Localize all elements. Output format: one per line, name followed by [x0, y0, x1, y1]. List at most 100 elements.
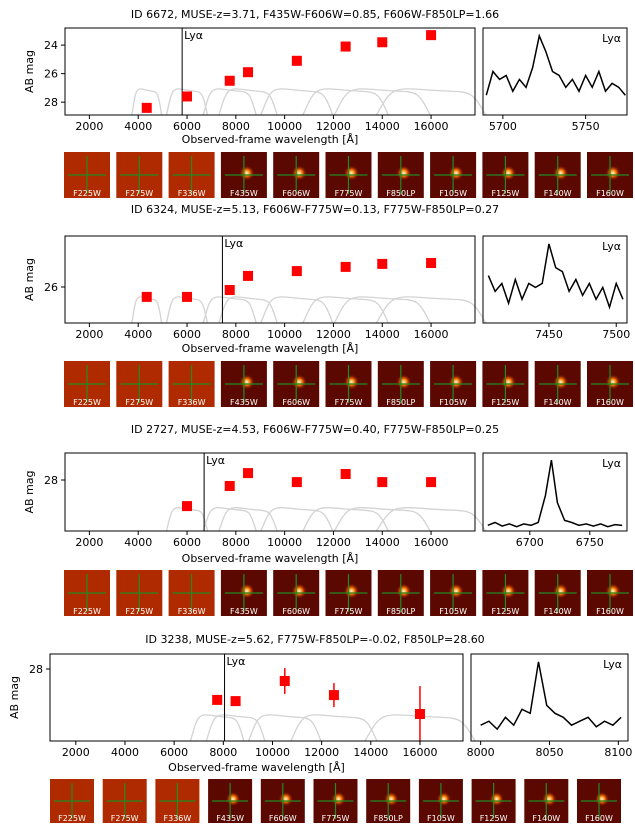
thumb-label: F850LP — [386, 189, 415, 198]
y-tick-label: 26 — [44, 281, 58, 294]
sed-point — [340, 261, 351, 272]
thumb-label: F125W — [492, 189, 520, 198]
filter-curve — [375, 88, 487, 116]
x-tick-label: 8100 — [604, 746, 632, 759]
thumbnail-source — [500, 165, 517, 181]
sed-point — [426, 477, 437, 488]
thumb-label: F105W — [439, 607, 467, 616]
thumbnail-source — [331, 791, 346, 807]
filter-curve — [218, 296, 278, 324]
x-tick-label: 6000 — [173, 120, 201, 133]
y-tick-label: 26 — [44, 68, 58, 81]
x-tick-label: 10000 — [255, 746, 290, 759]
thumb-label: F140W — [544, 607, 572, 616]
sed-point — [212, 694, 223, 705]
x-tick-label: 7450 — [535, 328, 563, 341]
thumbnail-source — [448, 583, 464, 599]
thumb-label: F225W — [58, 814, 86, 823]
thumbnail-source — [239, 374, 255, 390]
thumb-label: F850LP — [386, 607, 415, 616]
filter-curve — [302, 88, 389, 116]
thumb-label: F775W — [335, 607, 363, 616]
x-tick-label: 14000 — [365, 328, 400, 341]
y-axis-label: AB mag — [23, 50, 36, 93]
filter-curve — [375, 507, 487, 532]
filter-curve — [202, 507, 257, 532]
thumb-label: F225W — [73, 189, 101, 198]
thumb-label: F225W — [73, 398, 101, 407]
x-tick-label: 2000 — [62, 746, 90, 759]
filter-curve — [189, 714, 245, 742]
plot-frame — [64, 27, 476, 116]
y-axis-label: AB mag — [23, 470, 36, 513]
thumb-label: F336W — [178, 398, 206, 407]
filter-curve — [202, 88, 257, 116]
x-tick-label: 12000 — [316, 120, 351, 133]
plot-frame — [482, 235, 628, 324]
thumb-label: F606W — [269, 814, 297, 823]
thumbnail-source — [605, 374, 621, 390]
x-tick-label: 10000 — [267, 328, 302, 341]
filter-curve — [375, 296, 487, 324]
sed-point — [377, 37, 388, 48]
x-tick-label: 8000 — [222, 120, 250, 133]
plot-frame — [64, 452, 476, 532]
thumb-label: F105W — [439, 398, 467, 407]
y-axis-label: AB mag — [8, 676, 21, 719]
lya-label: Lyα — [227, 655, 246, 668]
x-tick-label: 16000 — [414, 120, 449, 133]
sed-point — [426, 30, 437, 41]
filter-curve — [205, 714, 266, 742]
sed-point — [279, 676, 290, 686]
spectrum-line — [480, 661, 622, 731]
sed-point — [182, 91, 193, 102]
x-tick-label: 4000 — [111, 746, 139, 759]
x-axis-label: Observed-frame wavelength [Å] — [182, 342, 359, 355]
lya-label: Lyα — [184, 29, 203, 42]
y-tick-label: 28 — [29, 663, 43, 676]
filter-curve — [131, 88, 163, 116]
lya-label: Lyα — [602, 240, 621, 253]
x-tick-label: 7500 — [602, 328, 630, 341]
thumb-label: F435W — [230, 398, 258, 407]
thumb-label: F275W — [111, 814, 139, 823]
x-tick-label: 16000 — [402, 746, 437, 759]
x-tick-label: 2000 — [75, 536, 103, 549]
filter-curve — [248, 714, 322, 742]
sed-point — [291, 266, 302, 277]
filter-curve — [202, 296, 257, 324]
filter-curve — [333, 507, 431, 532]
y-axis-label: AB mag — [23, 258, 36, 301]
thumbnail-source — [383, 791, 399, 807]
x-tick-label: 12000 — [316, 328, 351, 341]
filter-curve — [165, 507, 209, 532]
thumbnail-source — [278, 791, 294, 807]
thumbnail-source — [489, 791, 504, 807]
lya-label: Lyα — [206, 454, 225, 467]
sed-point — [243, 468, 254, 479]
thumb-label: F435W — [216, 814, 244, 823]
filter-curve — [165, 88, 209, 116]
filter-curve — [290, 714, 378, 742]
plot-frame — [482, 452, 628, 532]
sed-point — [141, 102, 152, 113]
thumbnail-source — [436, 791, 452, 807]
spectrum-line — [485, 33, 626, 96]
x-tick-label: 8000 — [209, 746, 237, 759]
thumbnail-source — [448, 165, 464, 181]
x-tick-label: 2000 — [75, 120, 103, 133]
sed-point — [340, 41, 351, 52]
lya-label: Lyα — [224, 237, 243, 250]
sed-point — [230, 696, 241, 707]
thumb-label: F435W — [230, 189, 258, 198]
plot-frame — [482, 27, 628, 116]
lya-label: Lyα — [602, 457, 621, 470]
thumbnail-source — [594, 791, 610, 807]
x-tick-label: 8000 — [222, 536, 250, 549]
thumbnail-source — [605, 165, 621, 181]
filter-curve — [302, 296, 389, 324]
panel-title: ID 6324, MUSE-z=5.13, F606W-F775W=0.13, … — [131, 203, 499, 216]
sed-point — [224, 481, 235, 491]
x-tick-label: 4000 — [124, 536, 152, 549]
